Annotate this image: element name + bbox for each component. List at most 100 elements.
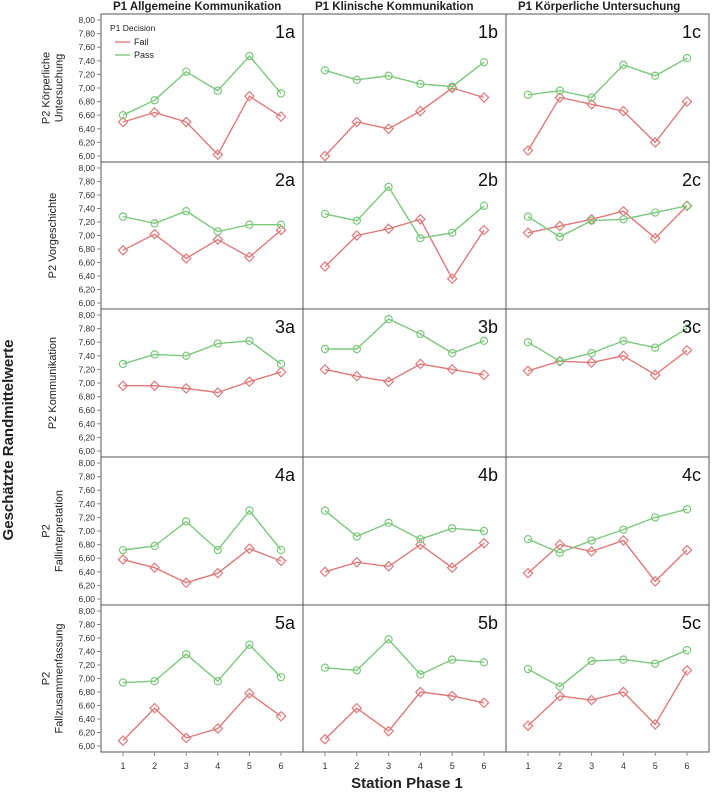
y-tick-label: 7,60 bbox=[78, 485, 95, 495]
data-point-fail bbox=[149, 228, 161, 240]
y-tick-label: 6,80 bbox=[78, 540, 95, 550]
series-line-fail bbox=[324, 87, 485, 157]
data-point-pass bbox=[651, 513, 660, 522]
series-line-fail bbox=[527, 539, 688, 583]
data-point-pass bbox=[276, 672, 286, 682]
data-point-pass bbox=[181, 67, 191, 76]
y-tick-label: 7,20 bbox=[78, 364, 95, 374]
data-point-pass bbox=[352, 75, 361, 85]
data-point-pass bbox=[384, 635, 393, 644]
panel-label: 2b bbox=[478, 170, 498, 190]
data-point-fail bbox=[117, 244, 129, 256]
y-tick-label: 7,20 bbox=[78, 660, 95, 670]
data-point-pass bbox=[213, 86, 222, 95]
data-point-pass bbox=[587, 536, 596, 545]
panel-frame bbox=[302, 308, 507, 458]
data-point-fail bbox=[414, 105, 426, 117]
series-line-pass bbox=[527, 508, 688, 554]
data-point-fail bbox=[446, 562, 458, 574]
data-point-pass bbox=[213, 227, 222, 236]
series-line-pass bbox=[324, 638, 485, 676]
x-tick-label: 3 bbox=[184, 761, 189, 771]
y-tick-label: 7,20 bbox=[78, 69, 95, 79]
x-tick-label: 4 bbox=[215, 761, 220, 771]
y-tick-label: 6,40 bbox=[78, 271, 95, 281]
y-tick-label: 6,40 bbox=[78, 419, 95, 429]
data-point-fail bbox=[351, 556, 363, 568]
data-point-fail bbox=[478, 92, 490, 103]
panel-label: 3c bbox=[682, 317, 701, 337]
series-line-fail bbox=[324, 218, 485, 281]
data-point-fail bbox=[649, 369, 661, 381]
y-tick-label: 6,80 bbox=[78, 392, 95, 402]
series-line-pass bbox=[122, 643, 282, 684]
row-title: P2 Vorgeschichte bbox=[47, 193, 59, 279]
data-point-pass bbox=[619, 336, 628, 346]
panel-label: 1a bbox=[275, 22, 296, 42]
series-line-fail bbox=[324, 691, 485, 740]
y-tick-label: 7,80 bbox=[78, 29, 95, 39]
panel-3a: 3a bbox=[100, 308, 304, 458]
data-point-pass bbox=[479, 526, 489, 536]
panel-5c: 5c bbox=[505, 604, 710, 753]
data-point-fail bbox=[212, 567, 224, 579]
data-point-pass bbox=[587, 348, 596, 358]
data-point-fail bbox=[180, 116, 192, 128]
data-point-fail bbox=[414, 539, 426, 551]
data-point-fail bbox=[212, 723, 224, 734]
data-point-pass bbox=[352, 216, 361, 225]
data-point-fail bbox=[180, 732, 192, 744]
y-tick-label: 7,80 bbox=[78, 324, 95, 334]
data-point-pass bbox=[245, 506, 254, 515]
data-point-pass bbox=[448, 655, 457, 664]
data-point-fail bbox=[649, 718, 661, 730]
data-point-pass bbox=[651, 71, 660, 80]
data-point-fail bbox=[681, 544, 693, 556]
data-point-pass bbox=[479, 57, 489, 67]
y-tick-label: 6,60 bbox=[78, 405, 95, 415]
data-point-pass bbox=[276, 89, 286, 98]
data-point-pass bbox=[523, 664, 533, 674]
panel-2c: 2c bbox=[505, 161, 710, 310]
data-point-fail bbox=[649, 575, 661, 587]
data-point-pass bbox=[416, 534, 425, 544]
data-point-fail bbox=[275, 366, 287, 378]
column-title: P1 Körperliche Untersuchung bbox=[518, 1, 680, 13]
data-point-pass bbox=[320, 344, 330, 354]
row-title: P2 Kommunikation bbox=[47, 337, 59, 429]
panel-frame bbox=[505, 456, 710, 606]
data-point-fail bbox=[180, 577, 192, 589]
y-tick-label: 6,60 bbox=[78, 701, 95, 711]
data-point-pass bbox=[384, 182, 393, 192]
data-point-pass bbox=[320, 663, 330, 672]
row-title: P2 bbox=[41, 672, 53, 685]
y-tick-label: 6,00 bbox=[78, 741, 95, 751]
data-point-fail bbox=[351, 116, 363, 128]
data-point-pass bbox=[555, 682, 565, 691]
data-point-pass bbox=[555, 86, 565, 95]
panel-label: 2c bbox=[682, 170, 701, 190]
data-point-fail bbox=[212, 234, 224, 245]
data-point-fail bbox=[586, 545, 598, 557]
data-point-fail bbox=[180, 382, 192, 394]
data-point-pass bbox=[682, 645, 692, 655]
data-point-fail bbox=[149, 107, 161, 118]
x-tick-label: 1 bbox=[120, 761, 125, 771]
data-point-pass bbox=[416, 329, 425, 339]
data-point-pass bbox=[479, 201, 489, 210]
panel-label: 1c bbox=[682, 22, 701, 42]
panel-4b: 4b bbox=[302, 456, 507, 606]
data-point-pass bbox=[213, 677, 222, 686]
data-point-pass bbox=[651, 659, 660, 668]
y-tick-label: 6,80 bbox=[78, 97, 95, 107]
data-point-pass bbox=[181, 650, 191, 659]
panel-1b: 1b bbox=[302, 13, 507, 163]
y-tick-label: 7,40 bbox=[78, 351, 95, 361]
panel-label: 1b bbox=[478, 22, 498, 42]
x-tick-label: 2 bbox=[152, 761, 157, 771]
y-axis-title: Geschätzte Randmittelwerte bbox=[0, 340, 17, 541]
data-point-pass bbox=[619, 60, 628, 70]
panel-1c: 1c bbox=[505, 13, 710, 163]
x-tick-label: 2 bbox=[557, 761, 562, 771]
